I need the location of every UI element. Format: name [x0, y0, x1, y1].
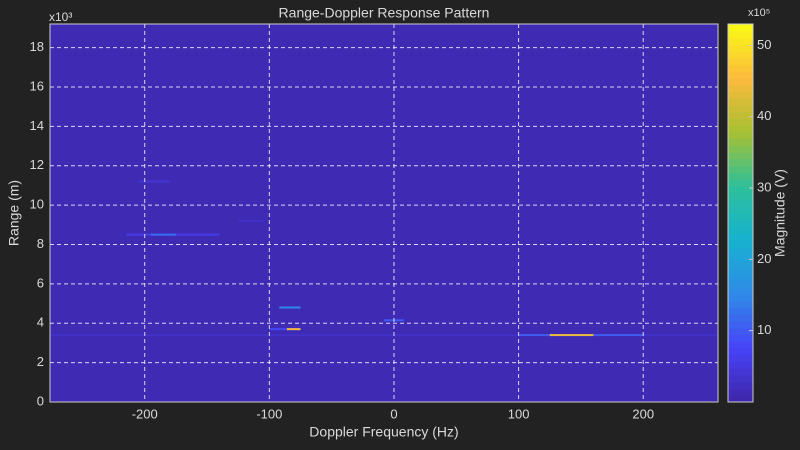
- colorbar-segment: [728, 361, 753, 369]
- x-tick-label: 200: [632, 406, 654, 421]
- colorbar-segment: [728, 388, 753, 396]
- y-tick-label: 2: [37, 354, 44, 369]
- heatmap-background: [50, 24, 718, 402]
- colorbar-segment: [728, 341, 753, 349]
- y-tick-label: 4: [37, 315, 44, 330]
- heatmap-cell: [238, 219, 264, 222]
- colorbar-segment: [728, 280, 753, 288]
- colorbar-segment: [728, 267, 753, 275]
- colorbar-segment: [728, 24, 753, 32]
- colorbar-segment: [728, 213, 753, 221]
- x-tick-label: 100: [508, 406, 530, 421]
- colorbar-segment: [728, 314, 753, 322]
- heatmap-cell: [150, 233, 176, 236]
- x-tick-label: 0: [390, 406, 397, 421]
- y-tick-label: 18: [30, 39, 44, 54]
- colorbar-segment: [728, 78, 753, 86]
- y-tick-label: 16: [30, 78, 44, 93]
- colorbar-segment: [728, 233, 753, 241]
- colorbar-segment: [728, 300, 753, 308]
- colorbar-segment: [728, 287, 753, 295]
- colorbar-segment: [728, 186, 753, 194]
- colorbar-segment: [728, 172, 753, 180]
- colorbar-segment: [728, 321, 753, 329]
- heatmap-cell: [549, 334, 594, 337]
- colorbar-label: Magnitude (V): [772, 169, 788, 257]
- colorbar-segment: [728, 381, 753, 389]
- heatmap-cell: [279, 306, 301, 309]
- colorbar-segment: [728, 327, 753, 335]
- colorbar-segment: [728, 375, 753, 383]
- colorbar-segment: [728, 91, 753, 99]
- heatmap-cell: [269, 328, 301, 331]
- colorbar-segment: [728, 273, 753, 281]
- colorbar-segment: [728, 294, 753, 302]
- y-tick-label: 6: [37, 275, 44, 290]
- colorbar-segment: [728, 30, 753, 38]
- colorbar-segment: [728, 132, 753, 140]
- colorbar-exponent: x10⁵: [748, 7, 770, 19]
- colorbar-segment: [728, 307, 753, 315]
- colorbar-tick-label: 10: [757, 322, 771, 337]
- y-axis-label: Range (m): [6, 180, 22, 246]
- colorbar-segment: [728, 105, 753, 113]
- colorbar-segment: [728, 159, 753, 167]
- colorbar-segment: [728, 199, 753, 207]
- colorbar-segment: [728, 179, 753, 187]
- plot-frame: [49, 23, 719, 403]
- colorbar-segment: [728, 192, 753, 200]
- y-tick-label: 0: [37, 393, 44, 408]
- colorbar-segment: [728, 253, 753, 261]
- colorbar-tick-label: 40: [757, 108, 771, 123]
- colorbar-segment: [728, 348, 753, 356]
- colorbar-segment: [728, 395, 753, 403]
- heatmap-cell: [138, 180, 170, 183]
- y-exponent: x10³: [49, 10, 72, 24]
- y-tick-label: 10: [30, 197, 44, 212]
- colorbar-segment: [728, 226, 753, 234]
- colorbar-segment: [728, 64, 753, 72]
- colorbar-segment: [728, 260, 753, 268]
- colorbar-segment: [728, 165, 753, 173]
- colorbar-segment: [728, 246, 753, 254]
- x-axis-label: Doppler Frequency (Hz): [309, 424, 458, 440]
- colorbar-segment: [728, 152, 753, 160]
- colorbar-segment: [728, 138, 753, 146]
- colorbar-segment: [728, 98, 753, 106]
- colorbar-segment: [728, 368, 753, 376]
- colorbar-segment: [728, 219, 753, 227]
- colorbar-segment: [728, 206, 753, 214]
- y-tick-label: 8: [37, 236, 44, 251]
- colorbar-tick-label: 30: [757, 179, 771, 194]
- y-tick-label: 12: [30, 157, 44, 172]
- colorbar-segment: [728, 118, 753, 126]
- y-tick-label: 14: [30, 118, 44, 133]
- colorbar-segment: [728, 354, 753, 362]
- colorbar-segment: [728, 71, 753, 79]
- colorbar-segment: [728, 57, 753, 65]
- heatmap-cell: [286, 328, 301, 331]
- chart-title: Range-Doppler Response Pattern: [279, 5, 490, 21]
- colorbar-segment: [728, 125, 753, 133]
- colorbar-segment: [728, 44, 753, 52]
- colorbar-frame: [727, 23, 754, 403]
- heatmap-cell: [50, 334, 718, 337]
- x-tick-label: -100: [256, 406, 282, 421]
- colorbar-tick-label: 20: [757, 251, 771, 266]
- x-tick-label: -200: [132, 406, 158, 421]
- colorbar-segment: [728, 111, 753, 119]
- colorbar-segment: [728, 51, 753, 59]
- colorbar-tick-label: 50: [757, 37, 771, 52]
- colorbar-segment: [728, 334, 753, 342]
- colorbar-segment: [728, 145, 753, 153]
- colorbar-segment: [728, 37, 753, 45]
- colorbar-segment: [728, 84, 753, 92]
- colorbar-segment: [728, 240, 753, 248]
